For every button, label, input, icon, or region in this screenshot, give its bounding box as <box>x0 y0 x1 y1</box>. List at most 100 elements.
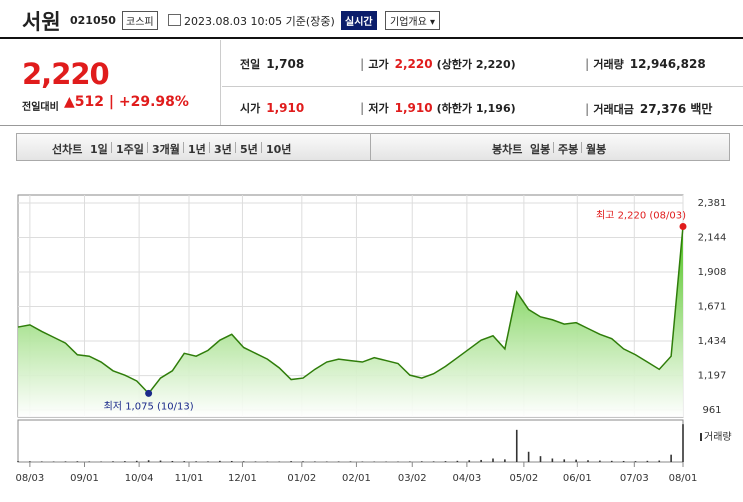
header-rule <box>0 37 743 39</box>
quote-cell: 시가 1,910 <box>240 100 308 116</box>
tab: 봉차트 <box>492 143 523 156</box>
volume-bar <box>563 459 566 462</box>
tab-separator <box>147 142 148 153</box>
volume-bar <box>64 461 67 462</box>
volume-bar <box>124 461 126 462</box>
tab[interactable]: 1년 <box>188 143 206 156</box>
tab-bar <box>16 133 730 161</box>
quote-cell: | 거래량 12,946,828 <box>585 56 710 72</box>
y-tick-label: 1,434 <box>698 336 727 347</box>
volume-bar <box>76 461 79 462</box>
volume-bar <box>135 460 138 462</box>
divider <box>0 125 743 126</box>
y-tick-label: 1,671 <box>698 302 727 313</box>
calendar-icon <box>168 14 181 26</box>
volume-bar <box>290 461 292 462</box>
tab-separator <box>261 142 262 153</box>
y-tick-label: 1,908 <box>698 267 727 278</box>
tab-separator <box>235 142 236 153</box>
tab[interactable]: 일봉 <box>530 143 551 156</box>
x-tick-label: 11/01 <box>175 473 204 484</box>
x-tick-label: 01/02 <box>287 473 316 484</box>
volume-bar <box>219 460 221 462</box>
tab[interactable]: 3년 <box>214 143 232 156</box>
volume-bar <box>492 458 494 462</box>
quote-cell: | 고가 2,220 (상한가 2,220) <box>360 56 516 72</box>
quote-extra: (상한가 2,220) <box>436 58 516 71</box>
separator: | <box>585 57 590 71</box>
volume-bar <box>88 461 91 462</box>
tab-separator <box>183 142 184 153</box>
tab[interactable]: 10년 <box>266 143 292 156</box>
tab[interactable]: 주봉 <box>558 143 579 156</box>
tab-separator <box>553 142 554 153</box>
divider <box>220 40 221 125</box>
volume-label: 거래량 <box>704 431 732 443</box>
volume-bar <box>420 461 423 462</box>
tab-separator <box>111 142 112 153</box>
y-tick-label: 961 <box>702 405 721 416</box>
volume-bar <box>599 460 601 462</box>
volume-bar <box>658 460 661 462</box>
tab-separator <box>209 142 210 153</box>
quote-label: 시가 <box>240 102 261 115</box>
tab-separator <box>581 142 582 153</box>
volume-bar <box>575 459 577 462</box>
volume-bar <box>682 424 684 462</box>
quote-label: 거래대금 <box>593 103 634 116</box>
volume-bar <box>195 461 197 462</box>
volume-bar <box>361 461 364 462</box>
annotation: 최저 1,075 (10/13) <box>104 400 194 412</box>
tab[interactable]: 3개월 <box>152 143 180 156</box>
quote-value: 2,220 <box>394 57 433 71</box>
company-menu[interactable]: 기업개요 ▾ <box>385 11 441 30</box>
quote-label: 거래량 <box>593 58 624 71</box>
volume-bar <box>17 461 19 462</box>
x-tick-label: 03/02 <box>398 473 427 484</box>
quote-cell: | 거래대금 27,376 백만 <box>585 100 716 117</box>
volume-bar <box>527 451 530 462</box>
volume-bar <box>112 461 114 462</box>
current-price-text: 2,220 <box>22 57 110 91</box>
annotation: 최고 2,220 (08/03) <box>596 209 686 221</box>
divider <box>370 133 371 161</box>
volume-bar <box>100 461 102 462</box>
quote-value: 27,376 백만 <box>639 102 713 116</box>
volume-bar <box>266 461 269 462</box>
tab[interactable]: 1일 <box>90 143 108 156</box>
tab[interactable]: 5년 <box>240 143 258 156</box>
x-tick-label: 06/01 <box>563 473 592 484</box>
volume-bar <box>147 460 150 462</box>
change-rate: +29.98% <box>118 94 189 110</box>
quote-cell: | 저가 1,910 (하한가 1,196) <box>360 100 516 116</box>
volume-bar <box>456 460 459 462</box>
extreme-marker <box>679 222 687 230</box>
x-tick-label: 04/03 <box>452 473 481 484</box>
volume-bar <box>551 458 554 462</box>
volume-bar <box>622 460 625 462</box>
volume-bar <box>337 461 340 462</box>
x-tick-label: 12/01 <box>228 473 257 484</box>
separator: | <box>360 57 365 71</box>
tab[interactable]: 월봉 <box>586 143 607 156</box>
company-menu-label: 기업개요 <box>390 17 427 28</box>
x-tick-label: 10/04 <box>125 473 154 484</box>
volume-bar <box>504 459 506 462</box>
volume-bar <box>432 461 435 462</box>
volume-bar <box>646 460 649 462</box>
change: ▲512 | +29.98% <box>64 94 189 110</box>
timestamp: 2023.08.03 10:05 기준(장중) <box>184 15 335 28</box>
volume-bar <box>409 461 411 462</box>
tab[interactable]: 1주일 <box>116 143 144 156</box>
quote-label: 저가 <box>368 102 389 115</box>
x-tick-label: 07/03 <box>620 473 649 484</box>
volume-bar <box>171 460 174 462</box>
x-tick-label: 08/03 <box>15 473 44 484</box>
separator: | <box>360 101 365 115</box>
quote-label: 전일 <box>240 58 261 71</box>
volume-bar <box>207 461 209 462</box>
tab: 선차트 <box>52 143 83 156</box>
volume-bar <box>242 461 245 462</box>
x-tick-label: 02/01 <box>342 473 371 484</box>
volume-bar <box>325 461 328 462</box>
